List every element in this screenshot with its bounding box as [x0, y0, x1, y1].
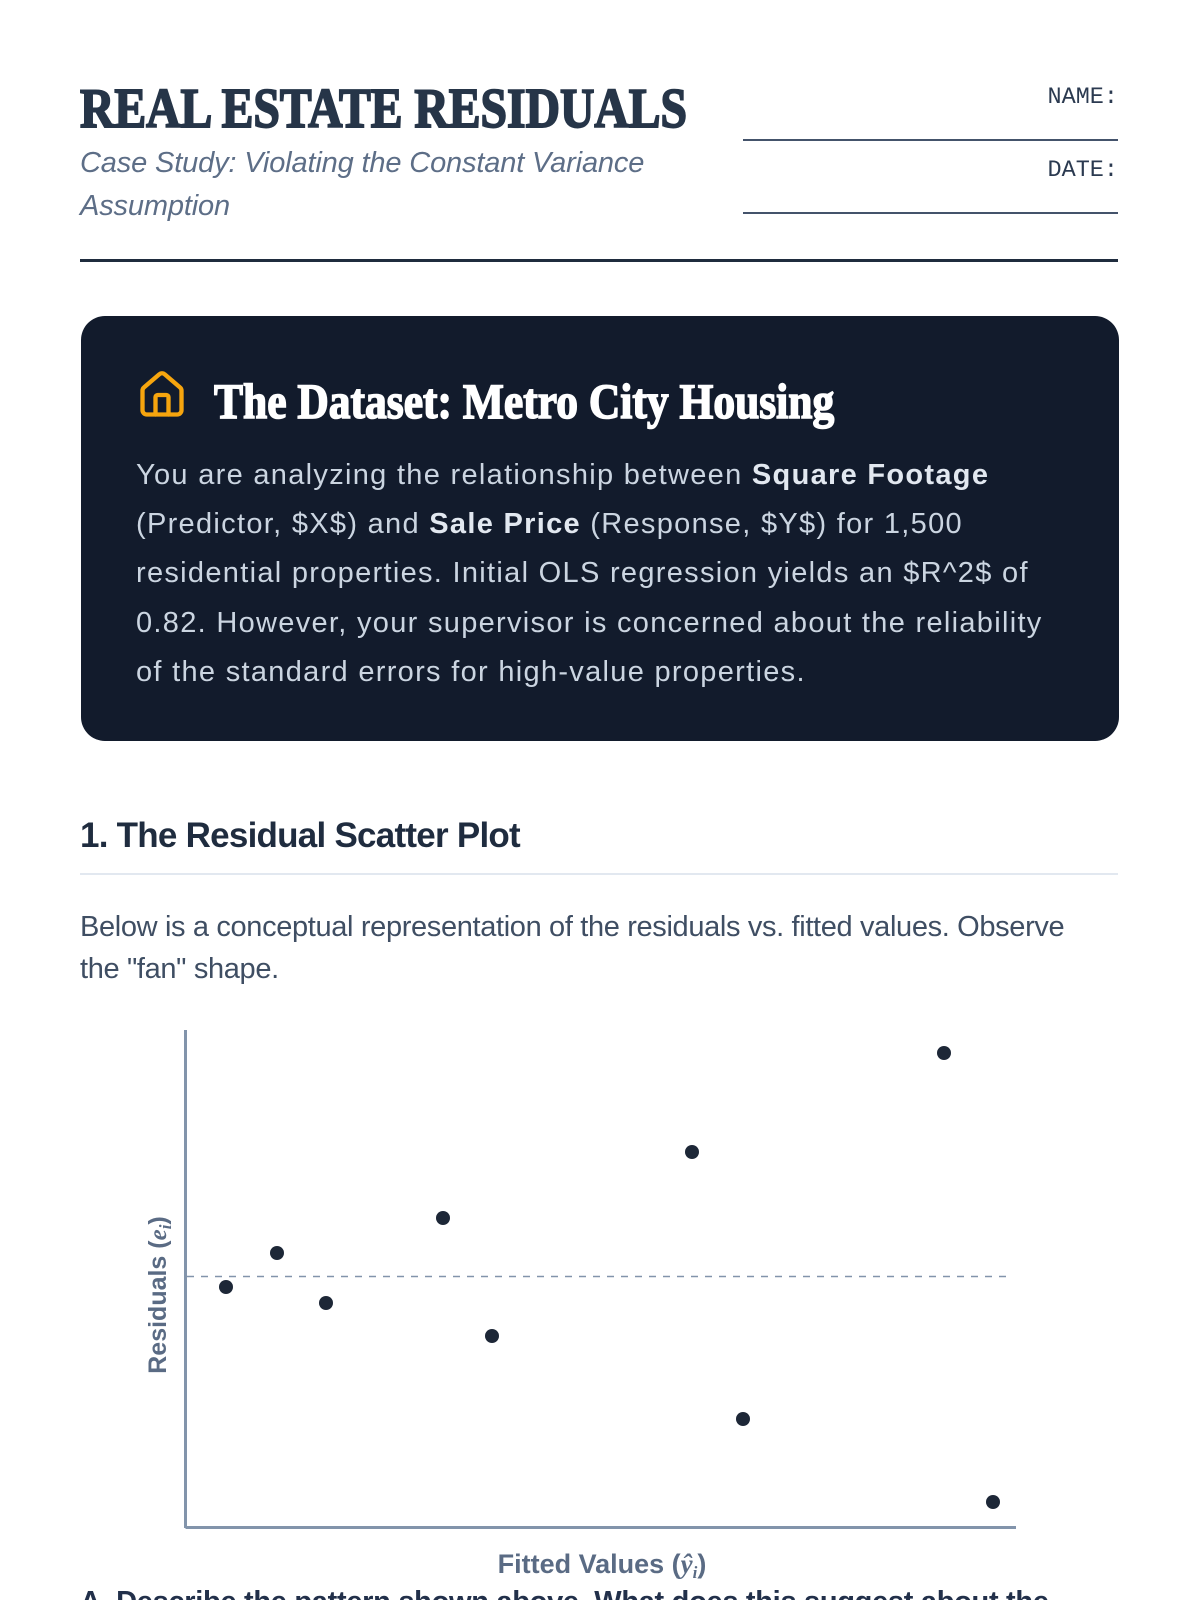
- svg-text:Fitted Values (ŷi): Fitted Values (ŷi): [498, 1549, 707, 1582]
- svg-text:Residuals (ei): Residuals (ei): [144, 1216, 175, 1374]
